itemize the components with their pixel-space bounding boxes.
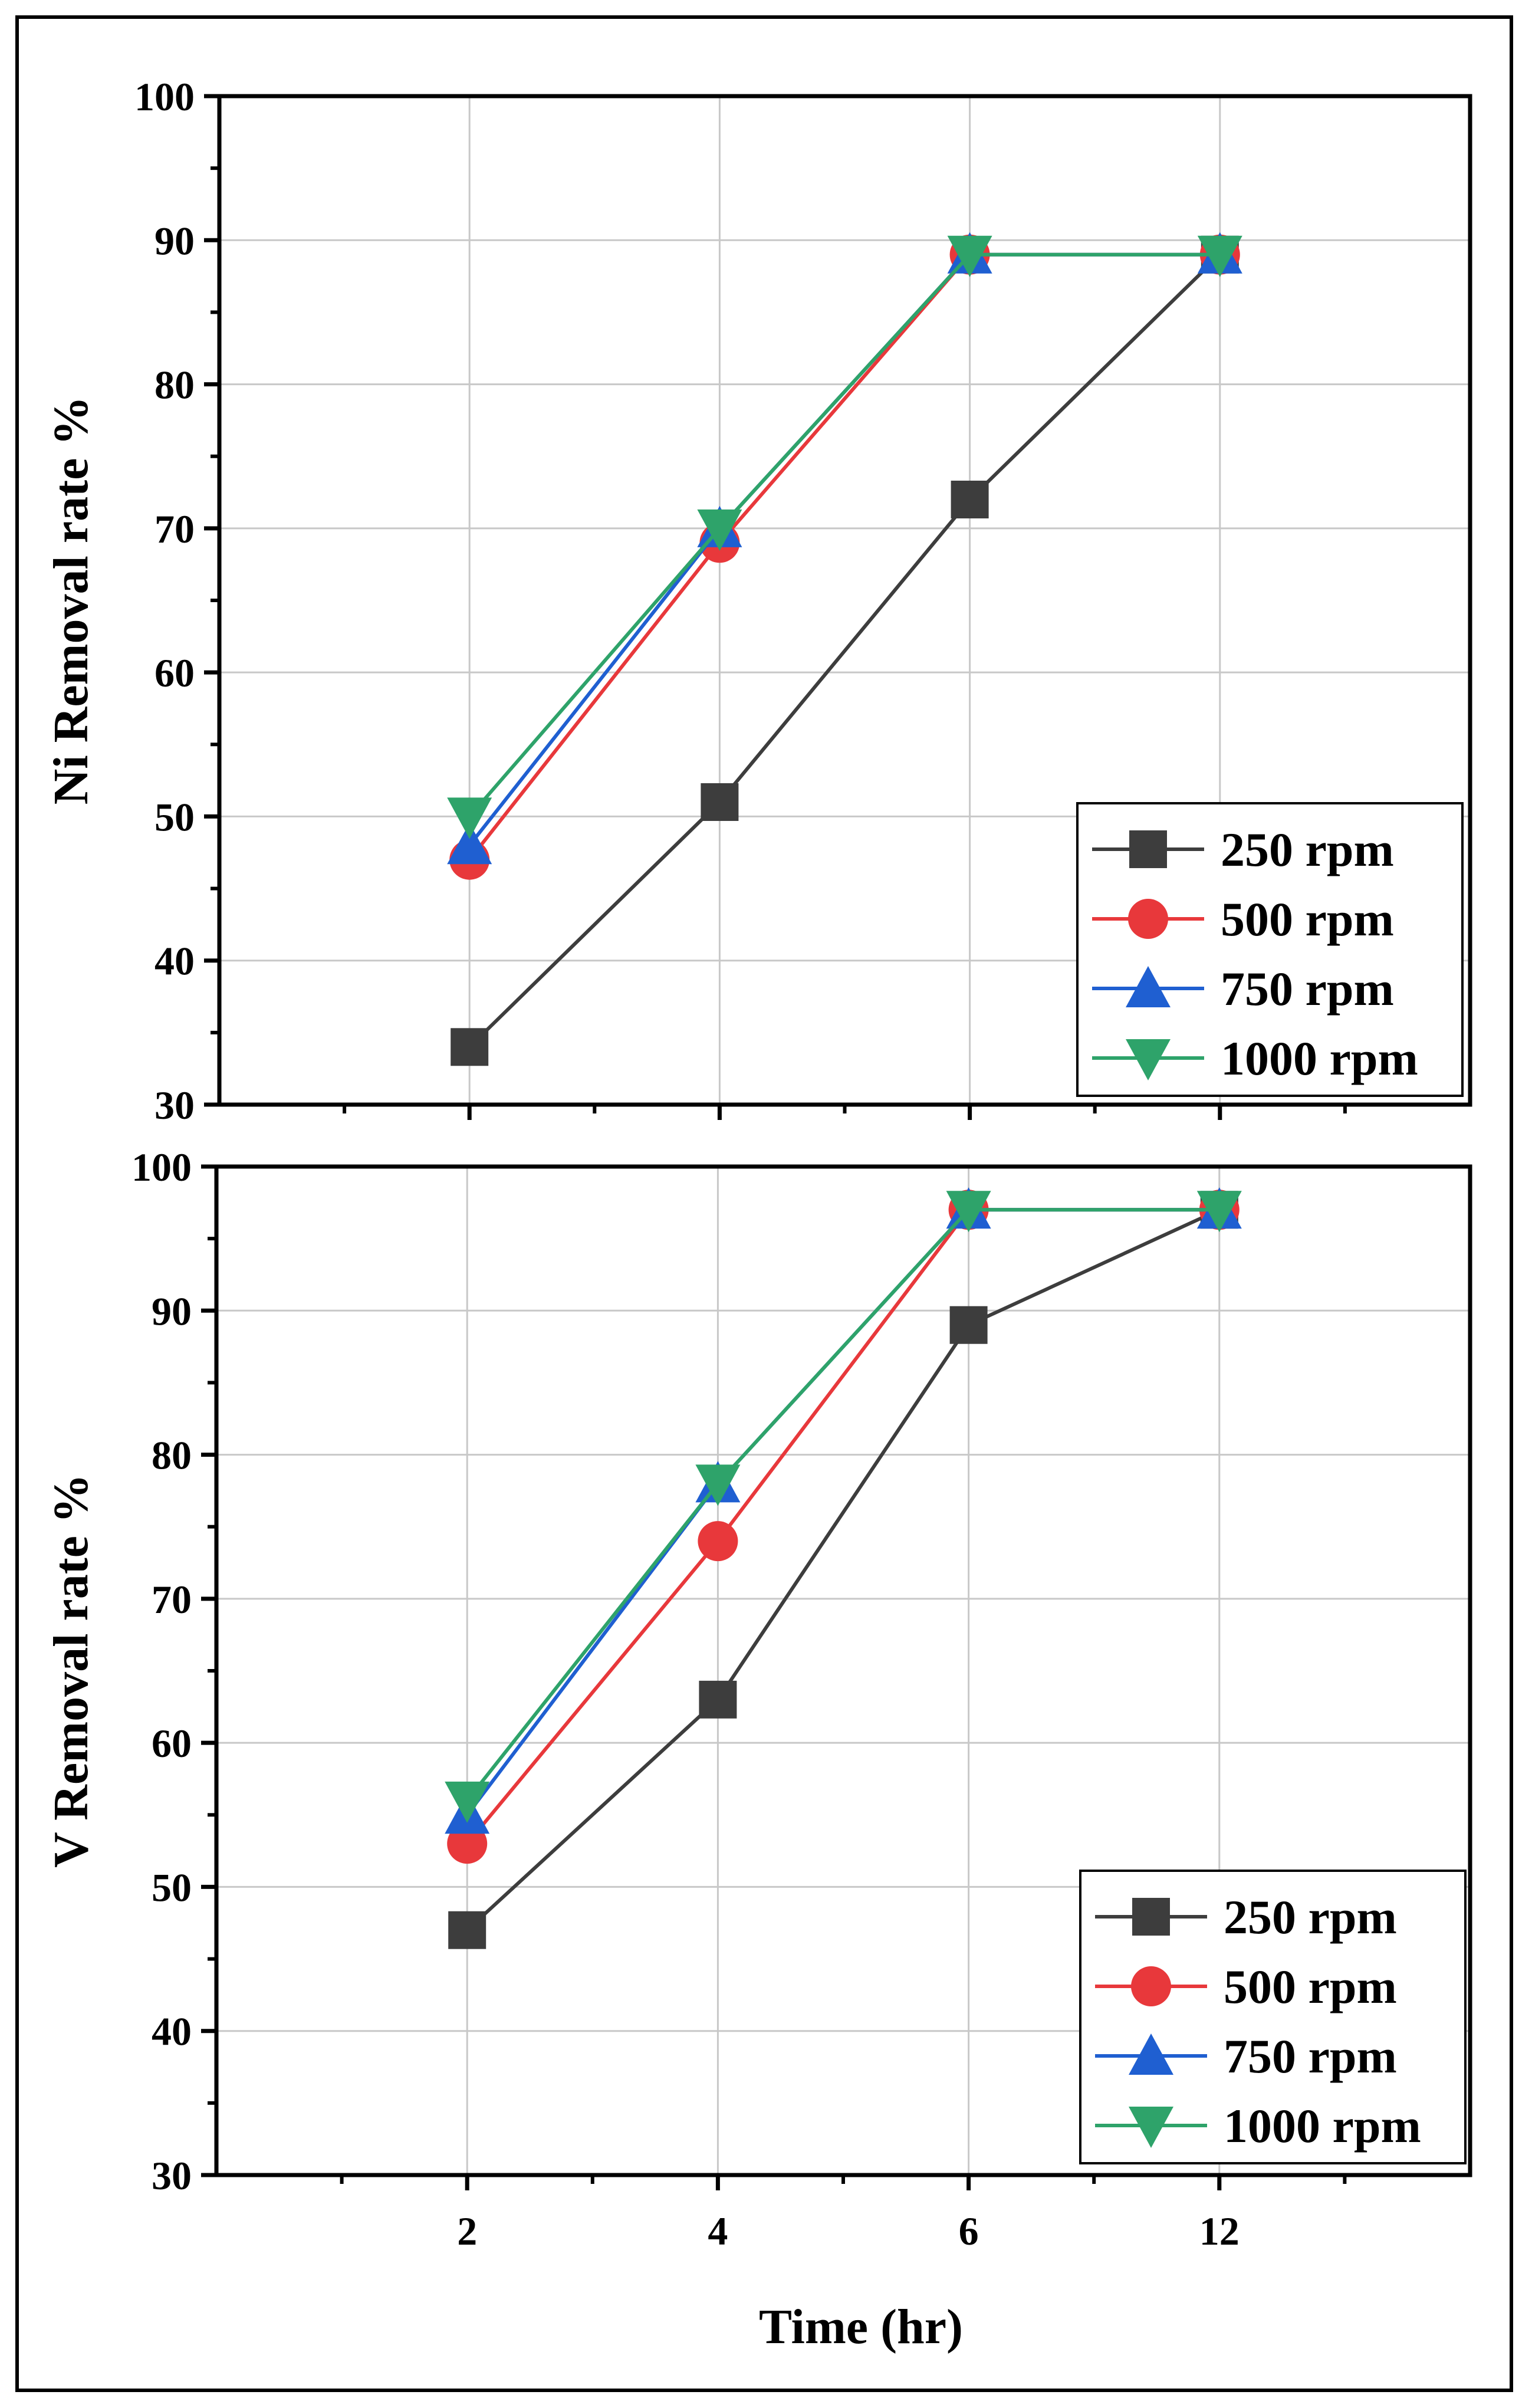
bottom-y-tick-label: 100 (131, 1145, 192, 1190)
top-data-point (447, 823, 492, 865)
bottom-y-tick-label: 60 (152, 1721, 192, 1766)
top-series-line (468, 252, 1220, 818)
bottom-legend-label: 250 rpm (1224, 1890, 1397, 1944)
bottom-x-tick-label: 2 (457, 2209, 477, 2253)
top-data-point (697, 509, 742, 551)
top-y-tick-label: 90 (154, 218, 195, 263)
bottom-legend-marker (1132, 1898, 1170, 1936)
top-y-tick-label: 30 (154, 1083, 195, 1128)
top-legend-label: 250 rpm (1221, 823, 1394, 876)
top-data-point (947, 235, 992, 277)
top-legend-label: 500 rpm (1221, 892, 1394, 946)
bottom-y-tick-label: 80 (152, 1433, 192, 1478)
top-y-tick-label: 50 (154, 794, 195, 839)
bottom-data-point (695, 1464, 741, 1506)
bottom-legend-label: 1000 rpm (1224, 2099, 1421, 2153)
bottom-legend-label: 750 rpm (1224, 2029, 1397, 2083)
top-legend-label: 750 rpm (1221, 962, 1394, 1016)
top-series-line (468, 252, 1220, 847)
top-legend-marker (1126, 1039, 1171, 1080)
top-legend-marker (1129, 830, 1167, 868)
top-data-point (451, 1028, 489, 1066)
bottom-series-3 (445, 1191, 1242, 1823)
bottom-series-line (465, 1208, 1219, 1802)
bottom-y-tick-label: 50 (152, 1865, 192, 1910)
top-legend-marker (1128, 899, 1168, 939)
top-y-tick-label: 80 (154, 363, 195, 408)
bottom-data-point (949, 1306, 988, 1344)
top-data-point (1197, 235, 1242, 277)
top-legend-label: 1000 rpm (1221, 1031, 1418, 1085)
top-y-tick-label: 70 (154, 507, 195, 551)
top-y-axis-title: Ni Removal rate % (44, 396, 98, 805)
top-chart: 30 40 50 60 70 80 90 100 Ni Removal rate % 250 rp… (44, 74, 1472, 1128)
bottom-legend-marker (1131, 1966, 1171, 2006)
bottom-data-point (946, 1191, 991, 1233)
top-data-point (951, 481, 989, 518)
top-y-tick-label: 100 (134, 74, 195, 119)
figure-frame (15, 15, 1513, 2392)
bottom-series-1 (447, 1190, 1240, 1864)
bottom-series-line (465, 1208, 1219, 1845)
top-series-1 (449, 234, 1240, 880)
top-data-point (447, 797, 492, 839)
top-series-line (468, 253, 1221, 1049)
bottom-legend-marker (1129, 2034, 1173, 2075)
top-series-line (468, 252, 1220, 861)
top-data-point (701, 783, 739, 821)
bottom-x-tick-label: 12 (1199, 2209, 1240, 2253)
bottom-x-tick-label: 4 (708, 2209, 728, 2253)
bottom-y-tick-label: 90 (152, 1289, 192, 1333)
bottom-data-point (448, 1911, 486, 1949)
top-series-3 (447, 235, 1242, 839)
bottom-legend-marker (1129, 2107, 1173, 2148)
top-y-tick-label: 60 (154, 651, 195, 695)
top-legend-marker (1126, 966, 1171, 1007)
bottom-x-axis-title: Time (hr) (759, 2299, 963, 2354)
top-legend: 250 rpm 500 rpm 750 rpm 1000 rpm (1076, 802, 1464, 1097)
bottom-data-point (699, 1680, 737, 1719)
top-y-tick-label: 40 (154, 939, 195, 984)
bottom-chart: 30 40 50 60 70 80 90 100 2 4 6 12 V Removal rate % Ti… (44, 1145, 1472, 2354)
bottom-y-axis-title: V Removal rate % (44, 1474, 98, 1868)
bottom-series-0 (448, 1191, 1238, 1949)
bottom-data-point (698, 1521, 738, 1562)
bottom-y-tick-label: 70 (152, 1577, 192, 1622)
bottom-x-tick-label: 6 (959, 2209, 979, 2253)
bottom-legend-label: 500 rpm (1224, 1960, 1397, 2013)
bottom-legend: 250 rpm 500 rpm 750 rpm 1000 rpm (1079, 1870, 1467, 2164)
bottom-data-point (445, 1781, 490, 1823)
bottom-series-line (466, 1208, 1221, 1931)
bottom-y-tick-label: 40 (152, 2009, 192, 2054)
bottom-data-point (1196, 1191, 1242, 1233)
bottom-y-tick-label: 30 (152, 2153, 192, 2198)
top-series-2 (447, 232, 1242, 865)
